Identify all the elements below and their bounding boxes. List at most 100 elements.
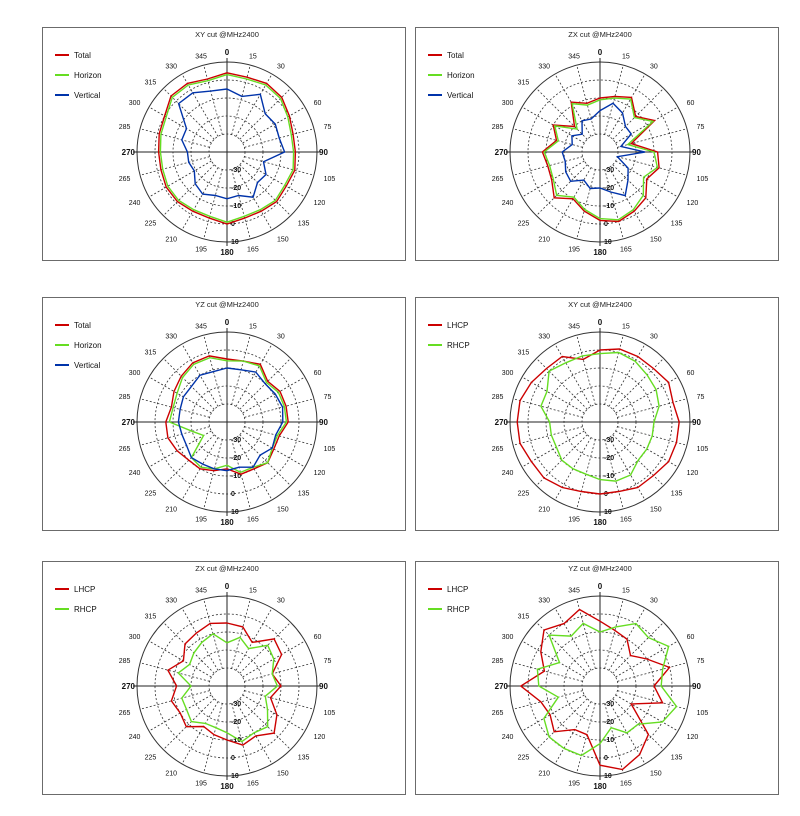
radial-tick-label: 10: [231, 773, 239, 780]
angle-label: 75: [324, 394, 332, 401]
angle-label: 195: [568, 781, 580, 788]
angle-label: 180: [220, 518, 234, 527]
legend-label: Vertical: [74, 91, 100, 100]
legend-label: Total: [447, 51, 464, 60]
spoke-line: [235, 607, 273, 671]
angle-label: 30: [650, 333, 658, 340]
radial-tick-label: -10: [231, 203, 241, 210]
angle-label: 60: [314, 370, 322, 377]
chart-panel-xy-cut-2: XY cut @MHz2400 -30 -20 -10 0 10 0 15 30 60 75 90 10…: [415, 297, 779, 531]
angle-label: 345: [568, 587, 580, 594]
angle-label: 300: [129, 370, 141, 377]
angle-label: 285: [119, 124, 131, 131]
radial-tick-label: -10: [604, 473, 614, 480]
angle-label: 240: [502, 200, 514, 207]
angle-label: 0: [225, 318, 230, 327]
angle-label: 315: [145, 349, 157, 356]
spoke-line: [139, 128, 210, 148]
legend-label: Total: [74, 51, 91, 60]
angle-label: 210: [165, 507, 177, 514]
angle-label: 180: [220, 248, 234, 257]
radial-tick-label: 0: [231, 491, 235, 498]
series-line-horizon: [159, 73, 295, 223]
chart-panel-yz-cut-1: YZ cut @MHz2400 -30 -20 -10 0 10 0 15 30 60 75 90 10…: [42, 297, 406, 531]
spoke-line: [203, 703, 223, 774]
angle-label: 180: [593, 782, 607, 791]
series-line-vertical: [177, 88, 286, 200]
angle-label: 180: [593, 248, 607, 257]
angle-label: 270: [495, 148, 509, 157]
series-line-total: [541, 95, 660, 223]
angle-label: 165: [620, 517, 632, 524]
series-line-lhcp: [166, 622, 283, 746]
angle-label: 15: [622, 587, 630, 594]
series-line-total: [157, 72, 297, 225]
angle-label: 300: [502, 100, 514, 107]
angle-label: 0: [225, 48, 230, 57]
angle-label: 120: [314, 734, 326, 741]
angle-label: 135: [298, 755, 310, 762]
angle-label: 265: [119, 446, 131, 453]
radial-tick-label: -30: [231, 167, 241, 174]
spoke-line: [239, 434, 291, 486]
angle-label: 15: [249, 53, 257, 60]
angle-label: 330: [538, 63, 550, 70]
radial-tick-label: -20: [231, 719, 241, 726]
spoke-line: [576, 334, 596, 405]
legend-label: Vertical: [447, 91, 473, 100]
angle-label: 225: [145, 491, 157, 498]
radial-tick-label: 0: [604, 491, 608, 498]
chart-title: ZX cut @MHz2400: [195, 564, 258, 573]
angle-label: 265: [119, 710, 131, 717]
spoke-line: [244, 690, 315, 710]
angle-label: 270: [122, 148, 136, 157]
angle-label: 225: [518, 491, 530, 498]
angle-label: 135: [298, 221, 310, 228]
radial-tick-label: -20: [231, 455, 241, 462]
polar-chart: ZX cut @MHz2400 -30 -20 -10 0 10 0 15 30 60 75 90 10…: [428, 30, 708, 257]
series-line-rhcp: [540, 351, 660, 482]
angle-label: 225: [145, 755, 157, 762]
polar-chart: ZX cut @MHz2400 -30 -20 -10 0 10 0 15 30 60 75 90 10…: [55, 564, 335, 791]
angle-label: 105: [324, 446, 336, 453]
angle-label: 285: [492, 394, 504, 401]
angle-label: 60: [687, 370, 695, 377]
angle-label: 30: [277, 597, 285, 604]
angle-label: 270: [122, 682, 136, 691]
radial-tick-label: -30: [604, 167, 614, 174]
spoke-line: [536, 164, 588, 216]
angle-label: 300: [129, 100, 141, 107]
angle-label: 270: [495, 682, 509, 691]
chart-panel-zx-cut-1: ZX cut @MHz2400 -30 -20 -10 0 10 0 15 30 60 75 90 10…: [415, 27, 779, 261]
series-line-rhcp: [536, 622, 678, 757]
angle-label: 225: [518, 221, 530, 228]
angle-label: 330: [538, 597, 550, 604]
radial-tick-label: -30: [231, 437, 241, 444]
angle-label: 135: [298, 491, 310, 498]
angle-label: 330: [165, 333, 177, 340]
angle-label: 60: [314, 634, 322, 641]
angle-label: 120: [687, 734, 699, 741]
spoke-line: [512, 426, 583, 446]
radial-tick-label: 0: [231, 755, 235, 762]
angle-label: 195: [195, 517, 207, 524]
radial-tick-label: 0: [604, 755, 608, 762]
angle-label: 265: [492, 446, 504, 453]
spoke-line: [163, 698, 215, 750]
angle-label: 150: [650, 771, 662, 778]
spoke-line: [235, 343, 273, 407]
angle-label: 300: [502, 370, 514, 377]
angle-label: 195: [195, 247, 207, 254]
legend-label: LHCP: [447, 585, 468, 594]
angle-label: 150: [277, 507, 289, 514]
angle-label: 345: [195, 587, 207, 594]
angle-label: 345: [568, 53, 580, 60]
radial-tick-label: 10: [231, 509, 239, 516]
angle-label: 300: [129, 634, 141, 641]
legend-label: Vertical: [74, 361, 100, 370]
polar-chart: YZ cut @MHz2400 -30 -20 -10 0 10 0 15 30 60 75 90 10…: [55, 300, 336, 527]
angle-label: 285: [119, 394, 131, 401]
spoke-line: [536, 358, 588, 410]
radial-tick-label: -10: [604, 737, 614, 744]
angle-label: 240: [129, 200, 141, 207]
